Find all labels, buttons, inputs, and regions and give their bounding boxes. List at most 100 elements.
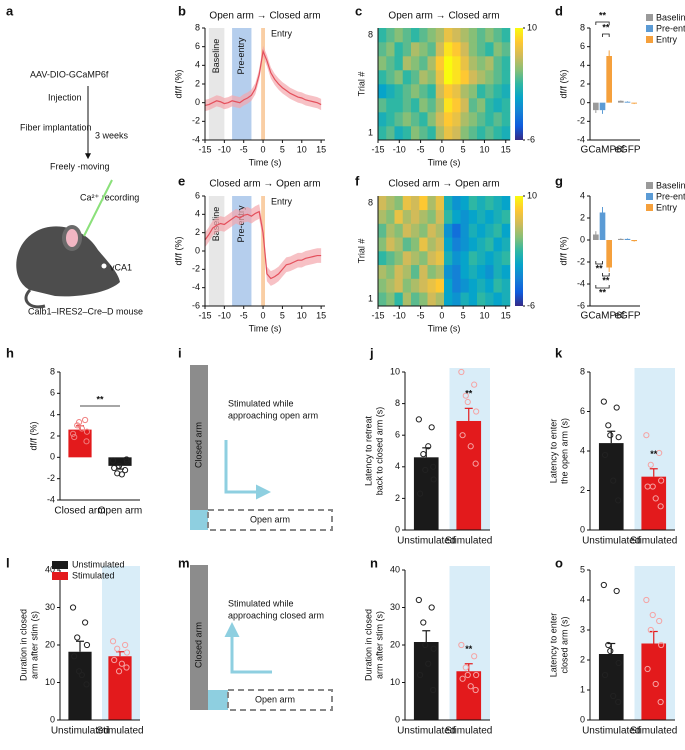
data-point — [649, 483, 656, 490]
x-tick-label: -5 — [417, 310, 425, 320]
x-tick-label: Closed arm — [54, 506, 105, 517]
heat-cell — [485, 223, 494, 238]
heat-cell — [427, 251, 437, 266]
data-point — [458, 368, 465, 376]
heat-cell — [460, 237, 470, 252]
heat-cell — [386, 251, 395, 266]
heat-cell — [501, 98, 511, 113]
heat-cell — [444, 264, 453, 279]
heat-cell — [501, 223, 511, 238]
data-point — [420, 451, 427, 458]
heat-cell — [485, 278, 494, 293]
heat-cell — [468, 70, 478, 85]
heat-cell — [460, 112, 470, 127]
colorbar-label: 10 — [527, 190, 537, 200]
heat-cell — [419, 70, 428, 85]
heat-cell — [402, 264, 412, 279]
x-tick-label: Stimulated — [630, 726, 677, 737]
heat-cell — [485, 70, 494, 85]
y-axis-label: df/f (%) — [558, 236, 568, 265]
data-point — [600, 398, 607, 405]
legend-label: Stimulated — [72, 570, 115, 580]
x-tick-label: -15 — [198, 310, 211, 320]
heat-cell — [411, 84, 420, 99]
heat-cell — [452, 264, 461, 279]
data-point — [462, 664, 469, 671]
y-axis-label: Trial # — [356, 72, 366, 97]
heat-cell — [419, 98, 428, 113]
bar — [624, 101, 631, 103]
heat-cell — [452, 223, 461, 238]
legend-swatch — [646, 204, 653, 211]
y-tick-label: 4 — [580, 190, 585, 200]
stim-zone — [208, 690, 228, 710]
heat-cell — [386, 209, 395, 224]
heat-cell — [419, 209, 428, 224]
heat-cell — [378, 237, 387, 252]
heat-cell — [460, 28, 470, 43]
construct: AAV-DIO-GCaMP6f — [30, 69, 109, 79]
heat-cell — [493, 98, 503, 113]
colorbar — [515, 196, 523, 306]
panel-label: j — [369, 345, 374, 360]
panel-label: e — [178, 173, 185, 188]
heat-cell — [386, 126, 395, 141]
y-tick-label: 20 — [390, 639, 400, 649]
data-point — [111, 464, 118, 472]
closed-arm — [190, 365, 208, 510]
x-tick-label: GCaMP6f — [581, 145, 625, 156]
data-point — [82, 416, 89, 424]
legend-swatch — [646, 193, 653, 200]
heat-cell — [435, 264, 445, 279]
y-tick-label: 2 — [195, 227, 200, 237]
heat-cell — [477, 56, 486, 71]
x-tick-label: 15 — [316, 310, 326, 320]
x-tick-label: Unstimulated — [397, 726, 455, 737]
significance-bracket — [602, 273, 610, 277]
heat-cell — [501, 264, 511, 279]
data-point — [83, 438, 90, 445]
interval: 3 weeks — [95, 130, 129, 140]
y-axis-label: arm after stim (s) — [374, 611, 384, 679]
heat-cell — [402, 292, 412, 307]
heat-cell — [493, 251, 503, 266]
open-arm — [207, 509, 333, 531]
data-point — [122, 467, 129, 474]
data-point — [75, 419, 83, 426]
heat-cell — [386, 292, 395, 307]
data-point — [114, 645, 121, 652]
panel-label: l — [6, 555, 10, 570]
data-point — [428, 424, 435, 431]
heat-cell — [452, 237, 461, 252]
panel-label: n — [370, 555, 378, 570]
heat-cell — [477, 84, 486, 99]
x-tick-label: -10 — [393, 310, 406, 320]
bar — [413, 642, 439, 720]
heat-cell — [386, 28, 395, 43]
heat-cell — [435, 278, 445, 293]
heat-cell — [452, 84, 461, 99]
heat-cell — [460, 84, 470, 99]
y-tick-label: 0 — [580, 714, 585, 724]
heat-cell — [444, 112, 453, 127]
y-axis-label: df/f (%) — [173, 236, 183, 265]
heat-cell — [468, 292, 478, 307]
panel-label: o — [555, 555, 563, 570]
x-tick-label: Unstimulated — [582, 726, 640, 737]
x-axis-label: Time (s) — [249, 157, 282, 167]
data-point — [462, 392, 469, 399]
bar — [624, 238, 631, 240]
heat-cell — [378, 28, 387, 43]
heat-cell — [427, 209, 437, 224]
colorbar-label: 10 — [527, 22, 537, 32]
heat-cell — [435, 251, 445, 266]
data-point — [658, 641, 665, 649]
heat-cell — [402, 223, 412, 238]
heat-cell — [493, 112, 503, 127]
heat-cell — [427, 196, 437, 211]
heat-cell — [394, 251, 404, 266]
x-tick-label: -5 — [240, 144, 248, 154]
y-tick-label: 1 — [368, 127, 373, 137]
y-tick-label: 8 — [368, 29, 373, 39]
panel-label: h — [6, 345, 14, 360]
